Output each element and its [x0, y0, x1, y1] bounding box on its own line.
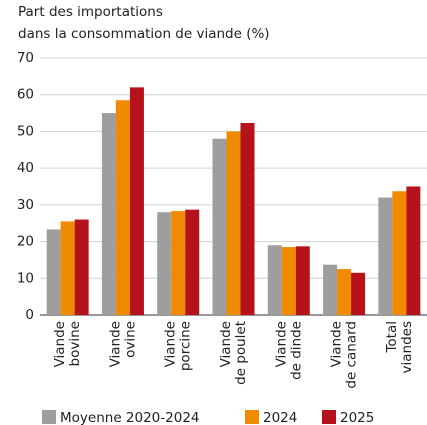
y-tick-label: 70	[17, 50, 34, 66]
legend-label: 2025	[340, 410, 374, 425]
y-tick-label: 40	[17, 160, 34, 176]
bar	[226, 131, 241, 315]
x-tick-label: viandes	[399, 321, 415, 373]
bar	[406, 186, 421, 315]
legend-swatch	[245, 410, 259, 424]
bar	[46, 229, 61, 315]
bar	[378, 197, 393, 315]
bar	[171, 211, 186, 315]
y-tick-label: 60	[17, 87, 34, 103]
x-tick-label: porcine	[178, 321, 194, 371]
x-tick-label: Total	[384, 321, 400, 354]
bar	[212, 138, 227, 315]
x-tick-label: Viande	[107, 321, 123, 367]
y-tick-label: 0	[25, 307, 34, 323]
legend-swatch	[322, 410, 336, 424]
bar	[351, 272, 366, 315]
x-tick-label: de dinde	[288, 321, 304, 380]
x-tick-label: Viande	[52, 321, 68, 367]
bar	[60, 221, 75, 315]
bar	[295, 246, 310, 315]
y-tick-label: 20	[17, 234, 34, 250]
bar	[281, 247, 296, 315]
x-tick-label: bovine	[67, 321, 83, 366]
y-tick-label: 30	[17, 197, 34, 213]
legend-label: 2024	[263, 410, 297, 425]
bar	[157, 212, 172, 315]
bar	[392, 191, 407, 315]
legend-swatch	[42, 410, 56, 424]
y-tick-label: 50	[17, 123, 34, 139]
chart-title: Part des importations	[18, 4, 163, 20]
bar	[129, 87, 144, 315]
x-tick-label: de canard	[344, 321, 360, 389]
x-tick-label: Viande	[218, 321, 234, 367]
bar	[337, 269, 352, 315]
bar	[74, 219, 89, 315]
legend-label: Moyenne 2020-2024	[60, 410, 200, 425]
bar	[185, 209, 200, 315]
x-tick-label: de poulet	[233, 321, 249, 385]
x-tick-label: Viande	[273, 321, 289, 367]
bar	[240, 122, 255, 315]
x-tick-label: ovine	[122, 321, 138, 358]
bar	[267, 245, 282, 315]
x-tick-label: Viande	[163, 321, 179, 367]
bar	[115, 100, 130, 315]
y-tick-label: 10	[17, 270, 34, 286]
chart-title: dans la consommation de viande (%)	[18, 26, 270, 42]
x-tick-label: Viande	[329, 321, 345, 367]
bar	[323, 264, 338, 315]
bar	[101, 113, 116, 315]
